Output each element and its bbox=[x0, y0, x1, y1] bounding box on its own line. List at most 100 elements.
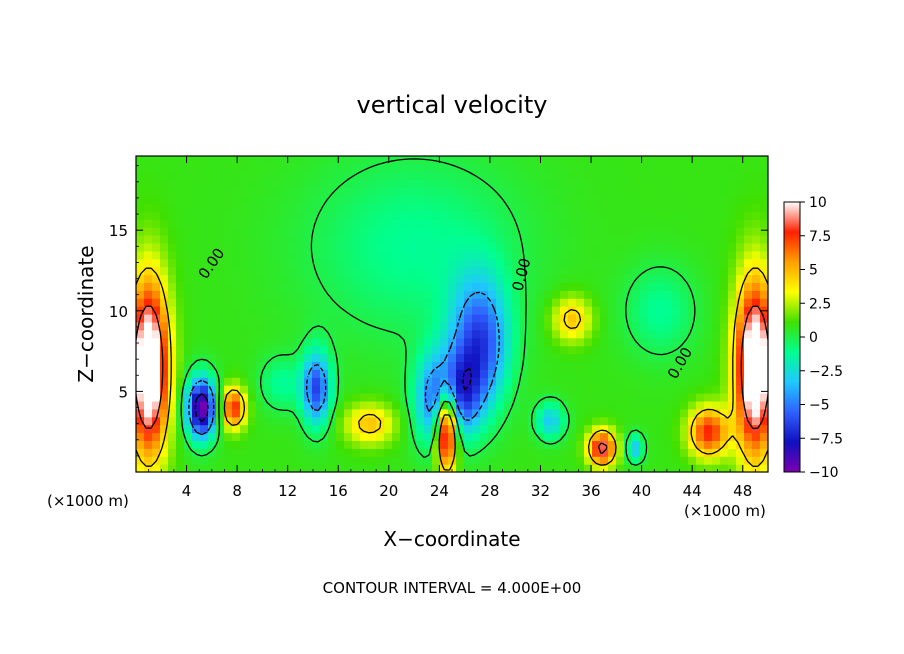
heatmap-cell bbox=[440, 250, 449, 260]
heatmap-cell bbox=[296, 400, 305, 410]
heatmap-cell bbox=[640, 298, 649, 307]
heatmap-cell bbox=[688, 171, 697, 181]
heatmap-cell bbox=[504, 377, 513, 386]
heatmap-cell bbox=[392, 195, 401, 204]
heatmap-cell bbox=[376, 456, 385, 465]
heatmap-cell bbox=[752, 464, 761, 472]
heatmap-cell bbox=[208, 464, 217, 472]
heatmap-cell bbox=[656, 385, 665, 394]
heatmap-cell bbox=[528, 298, 537, 307]
heatmap-cell bbox=[648, 393, 657, 402]
heatmap-cell bbox=[344, 377, 353, 386]
heatmap-cell bbox=[448, 377, 457, 386]
heatmap-cell bbox=[248, 345, 257, 355]
heatmap-cell bbox=[264, 298, 273, 307]
heatmap-cell bbox=[616, 377, 625, 386]
heatmap-cell bbox=[688, 235, 697, 244]
heatmap-cell bbox=[336, 353, 345, 362]
heatmap-cell bbox=[440, 353, 449, 362]
heatmap-cell bbox=[744, 298, 753, 307]
heatmap-cell bbox=[248, 464, 257, 472]
heatmap-cell bbox=[728, 163, 737, 173]
heatmap-cell bbox=[520, 361, 529, 370]
heatmap-cell bbox=[360, 377, 369, 386]
heatmap-cell bbox=[464, 298, 473, 307]
heatmap-cell bbox=[552, 448, 561, 457]
heatmap-cell bbox=[536, 179, 545, 189]
heatmap-cell bbox=[568, 432, 577, 441]
heatmap-cell bbox=[656, 432, 665, 441]
heatmap-cell bbox=[480, 448, 489, 457]
heatmap-cell bbox=[560, 171, 569, 181]
x-tick-label: 8 bbox=[232, 482, 242, 500]
heatmap-cell bbox=[472, 424, 481, 434]
heatmap-cell bbox=[312, 424, 321, 434]
heatmap-cell bbox=[320, 424, 329, 434]
x-tick-label: 32 bbox=[531, 482, 550, 500]
heatmap-cell bbox=[264, 211, 273, 220]
heatmap-cell bbox=[592, 195, 601, 204]
heatmap-cell bbox=[352, 369, 361, 378]
colorbar-tick-label: −7.5 bbox=[809, 431, 843, 447]
heatmap-cell bbox=[656, 235, 665, 244]
heatmap-cell bbox=[368, 464, 377, 472]
heatmap-cell bbox=[736, 179, 745, 189]
heatmap-cell bbox=[384, 385, 393, 394]
heatmap-cell bbox=[568, 400, 577, 410]
heatmap-cell bbox=[368, 337, 377, 347]
heatmap-cell bbox=[704, 329, 713, 339]
heatmap-cell bbox=[176, 290, 185, 299]
heatmap-cell bbox=[752, 416, 761, 426]
heatmap-cell bbox=[280, 321, 289, 331]
heatmap-cell bbox=[520, 448, 529, 457]
heatmap-cell bbox=[392, 440, 401, 449]
heatmap-cell bbox=[552, 416, 561, 426]
heatmap-cell bbox=[200, 235, 209, 244]
heatmap-cell bbox=[464, 290, 473, 299]
heatmap-cell bbox=[520, 408, 529, 418]
heatmap-cell bbox=[664, 337, 673, 347]
heatmap-cell bbox=[624, 250, 633, 260]
heatmap-cell bbox=[144, 408, 153, 418]
heatmap-cell bbox=[312, 250, 321, 260]
heatmap-cell bbox=[616, 195, 625, 204]
heatmap-cell bbox=[192, 329, 201, 339]
heatmap-cell bbox=[488, 448, 497, 457]
heatmap-cell bbox=[680, 369, 689, 378]
heatmap-cell bbox=[632, 408, 641, 418]
heatmap-cell bbox=[560, 456, 569, 465]
heatmap-cell bbox=[336, 464, 345, 472]
heatmap-cell bbox=[736, 440, 745, 449]
heatmap-cell bbox=[704, 314, 713, 323]
heatmap-cell bbox=[280, 329, 289, 339]
heatmap-cell bbox=[712, 195, 721, 204]
heatmap-cell bbox=[728, 298, 737, 307]
heatmap-cell bbox=[616, 171, 625, 181]
heatmap-cell bbox=[296, 211, 305, 220]
heatmap-cell bbox=[712, 187, 721, 197]
heatmap-cell bbox=[376, 195, 385, 204]
heatmap-cell bbox=[256, 195, 265, 204]
heatmap-cell bbox=[464, 369, 473, 378]
heatmap-cell bbox=[184, 290, 193, 299]
heatmap-cell bbox=[720, 258, 729, 268]
heatmap-cell bbox=[504, 400, 513, 410]
heatmap-cell bbox=[688, 314, 697, 323]
heatmap-cell bbox=[528, 203, 537, 212]
heatmap-cell bbox=[576, 250, 585, 260]
heatmap-cell bbox=[240, 250, 249, 260]
heatmap-cell bbox=[600, 424, 609, 434]
heatmap-cell bbox=[640, 219, 649, 228]
heatmap-cell bbox=[736, 424, 745, 434]
heatmap-cell bbox=[664, 345, 673, 355]
heatmap-cell bbox=[552, 353, 561, 362]
heatmap-cell bbox=[176, 369, 185, 378]
heatmap-cell bbox=[160, 369, 169, 378]
heatmap-cell bbox=[384, 258, 393, 268]
heatmap-cell bbox=[280, 242, 289, 252]
heatmap-cell bbox=[592, 156, 601, 165]
heatmap-cell bbox=[712, 314, 721, 323]
heatmap-cell bbox=[360, 337, 369, 347]
heatmap-cell bbox=[416, 440, 425, 449]
heatmap-cell bbox=[432, 250, 441, 260]
